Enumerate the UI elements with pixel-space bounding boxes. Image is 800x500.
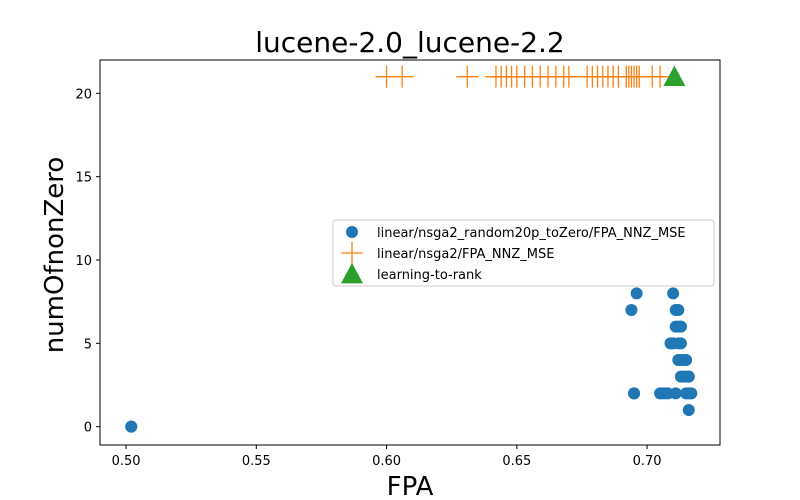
legend-label: linear/nsga2_random20p_toZero/FPA_NNZ_MS…: [377, 226, 686, 241]
series-3: [663, 65, 686, 87]
data-point: [669, 387, 682, 400]
x-tick-label: 0.50: [112, 454, 141, 469]
x-axis-label: FPA: [387, 472, 434, 500]
legend-box: [332, 219, 715, 287]
data-point: [672, 304, 685, 316]
y-tick-label: 20: [75, 87, 92, 102]
data-point: [680, 354, 693, 366]
y-axis: 0 5 10 15 20: [75, 87, 100, 436]
legend-label: linear/nsga2/FPA_NNZ_MSE: [377, 247, 554, 262]
y-tick-label: 15: [75, 171, 92, 186]
data-point: [456, 65, 479, 88]
legend-label: learning-to-rank: [377, 268, 482, 283]
data-point: [125, 420, 138, 433]
x-axis: 0.50 0.55 0.60 0.65 0.70: [112, 445, 662, 469]
data-point: [391, 65, 414, 88]
y-tick-label: 0: [84, 421, 92, 436]
plot-frame: [99, 59, 721, 446]
legend-marker: [341, 242, 363, 264]
data-point: [682, 404, 695, 416]
data-point: [649, 65, 672, 88]
plot-area: [125, 65, 698, 433]
legend-marker: [341, 263, 363, 284]
y-tick-label: 10: [75, 254, 92, 269]
data-point: [674, 337, 687, 350]
y-tick-label: 5: [84, 337, 92, 352]
x-tick-label: 0.65: [502, 454, 531, 469]
data-point: [628, 387, 641, 400]
data-point: [630, 287, 643, 300]
data-point: [682, 370, 695, 383]
data-point: [674, 320, 687, 333]
legend-item: linear/nsga2/FPA_NNZ_MSE: [341, 242, 554, 264]
series-2: [375, 65, 672, 88]
y-axis-label: numOfnonZero: [40, 157, 70, 354]
legend-item: learning-to-rank: [341, 263, 482, 284]
legend-item: linear/nsga2_random20p_toZero/FPA_NNZ_MS…: [346, 226, 686, 241]
data-point: [663, 65, 686, 87]
chart-title: lucene-2.0_lucene-2.2: [255, 26, 565, 59]
series-1: [125, 287, 698, 433]
x-tick-label: 0.70: [633, 454, 662, 469]
x-tick-label: 0.60: [372, 454, 401, 469]
legend: linear/nsga2_random20p_toZero/FPA_NNZ_MS…: [332, 219, 715, 287]
x-tick-label: 0.55: [242, 454, 271, 469]
legend-marker: [346, 226, 358, 238]
data-point: [685, 387, 698, 400]
data-point: [667, 287, 680, 300]
data-point: [625, 304, 638, 316]
